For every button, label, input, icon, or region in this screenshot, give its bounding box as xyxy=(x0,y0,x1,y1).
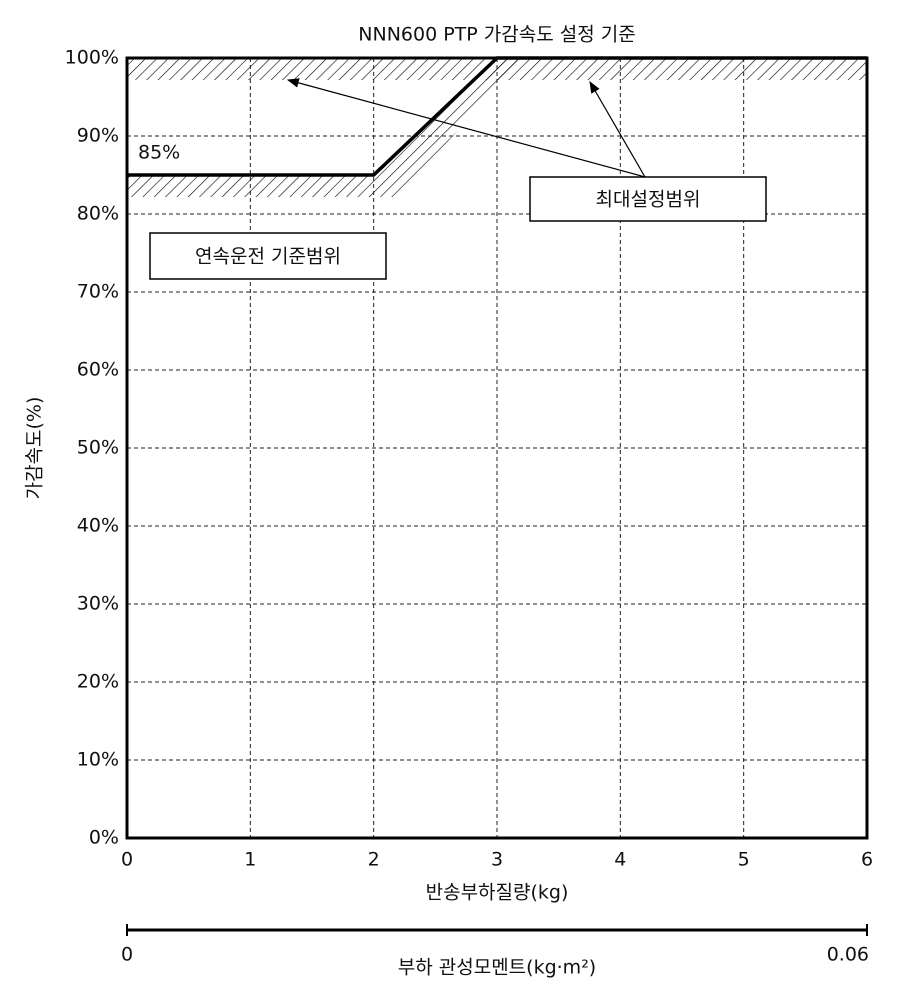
y-tick-label: 40% xyxy=(77,515,119,537)
y-tick-label: 80% xyxy=(77,203,119,225)
y-tick-label: 50% xyxy=(77,437,119,459)
x-tick-label: 2 xyxy=(368,849,380,871)
x2-tick-label: 0.06 xyxy=(827,944,869,966)
y-tick-label: 60% xyxy=(77,359,119,381)
y-tick-label: 70% xyxy=(77,281,119,303)
x-tick-label: 6 xyxy=(861,849,873,871)
x-tick-label: 4 xyxy=(614,849,626,871)
y-tick-label: 100% xyxy=(65,47,119,69)
y-tick-label: 10% xyxy=(77,749,119,771)
plot-frame xyxy=(125,56,869,840)
x-tick-label: 5 xyxy=(738,849,750,871)
hatch xyxy=(127,58,522,197)
y-tick-label: 30% xyxy=(77,593,119,615)
y-axis-label: 가감속도(%) xyxy=(24,397,46,500)
x-tick-label: 0 xyxy=(121,849,133,871)
y-tick-label: 90% xyxy=(77,125,119,147)
secondary-axis-label: 부하 관성모멘트(kg·m²) xyxy=(398,957,596,979)
annotation: 연속운전 기준범위 xyxy=(195,246,341,268)
annotation-box xyxy=(149,232,387,280)
x2-tick-label: 0 xyxy=(121,944,133,966)
annotation-box xyxy=(529,176,767,222)
annotation: 최대설정범위 xyxy=(596,189,701,211)
arrow xyxy=(286,78,646,178)
x-tick-label: 3 xyxy=(491,849,503,871)
annotation: 85% xyxy=(138,142,180,164)
y-tick-label: 20% xyxy=(77,671,119,693)
chart-title: NNN600 PTP 가감속도 설정 기준 xyxy=(358,24,635,46)
arrow xyxy=(589,80,646,178)
x-tick-label: 1 xyxy=(244,849,256,871)
y-tick-label: 0% xyxy=(89,827,119,849)
x-axis-label: 반송부하질량(kg) xyxy=(426,882,569,904)
